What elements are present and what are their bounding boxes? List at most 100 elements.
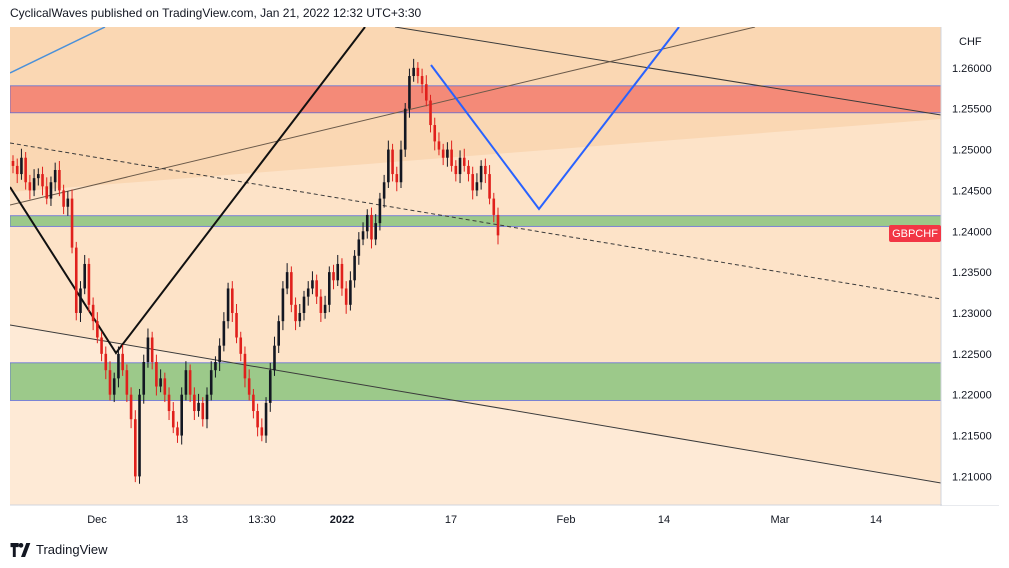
zigzag-wave bbox=[10, 27, 366, 355]
zone-support-lower[interactable] bbox=[10, 362, 942, 401]
candle bbox=[332, 264, 335, 290]
y-tick-label: 1.26000 bbox=[952, 63, 992, 75]
candle bbox=[361, 222, 365, 246]
candle bbox=[41, 166, 44, 196]
y-tick-label: 1.25500 bbox=[952, 104, 992, 116]
candle bbox=[433, 117, 437, 151]
projection-path[interactable] bbox=[430, 27, 680, 211]
candle bbox=[365, 209, 369, 239]
candle bbox=[277, 315, 280, 354]
candle bbox=[197, 393, 200, 417]
candle bbox=[100, 331, 103, 362]
blue-trend-line bbox=[10, 27, 106, 74]
publish-header: CyclicalWaves published on TradingView.c… bbox=[10, 6, 422, 20]
candle bbox=[201, 397, 205, 427]
currency-label: CHF bbox=[959, 36, 982, 48]
candle bbox=[218, 338, 221, 371]
candle bbox=[28, 174, 32, 200]
candle bbox=[222, 312, 226, 352]
candle bbox=[146, 328, 150, 368]
channel-upper-line bbox=[394, 27, 942, 116]
candle bbox=[264, 397, 268, 443]
x-axis-panel[interactable] bbox=[10, 506, 999, 535]
candle bbox=[37, 168, 40, 186]
candle bbox=[399, 140, 403, 188]
candle bbox=[171, 402, 175, 434]
candle bbox=[188, 364, 192, 403]
candle bbox=[231, 281, 234, 322]
rising-trend-line bbox=[10, 27, 756, 206]
candle bbox=[20, 148, 23, 180]
candle bbox=[121, 344, 124, 376]
y-tick-label: 1.21000 bbox=[952, 471, 992, 483]
candle bbox=[387, 140, 390, 188]
y-axis-panel[interactable] bbox=[942, 27, 999, 505]
candle bbox=[79, 281, 82, 322]
candle bbox=[163, 372, 167, 403]
candle bbox=[344, 281, 348, 314]
zone-resistance[interactable] bbox=[10, 85, 942, 114]
candle bbox=[112, 372, 116, 403]
price-chart[interactable]: CHF 1.260001.255001.250001.245001.240001… bbox=[10, 27, 999, 535]
x-tick-label: Feb bbox=[557, 514, 576, 526]
price-badge-bg bbox=[889, 225, 941, 242]
candle bbox=[15, 158, 19, 184]
candle bbox=[62, 184, 65, 215]
x-tick-label: 2022 bbox=[330, 514, 354, 526]
x-tick-label: 17 bbox=[445, 514, 457, 526]
candle bbox=[462, 148, 466, 172]
candle bbox=[281, 281, 285, 331]
candle bbox=[87, 258, 91, 313]
candle bbox=[235, 303, 238, 344]
candle bbox=[49, 176, 53, 206]
candle bbox=[416, 62, 420, 84]
candle bbox=[125, 364, 129, 403]
candle bbox=[32, 169, 36, 197]
candle bbox=[450, 140, 453, 172]
candle bbox=[496, 207, 500, 245]
y-tick-label: 1.21500 bbox=[952, 431, 992, 443]
y-tick-labels: 1.26000 1.25500 1.25000 1.24500 1.24000 1.235… bbox=[952, 63, 992, 484]
candle bbox=[492, 192, 496, 223]
candle bbox=[357, 232, 361, 265]
footer-brand: TradingView bbox=[36, 542, 108, 557]
candles-layer bbox=[11, 58, 500, 484]
x-tick-label: 14 bbox=[658, 514, 670, 526]
candle bbox=[155, 354, 158, 396]
candle bbox=[306, 281, 310, 306]
candle bbox=[479, 160, 483, 190]
x-tick-label: Dec bbox=[87, 514, 107, 526]
candle bbox=[403, 102, 407, 157]
candle bbox=[311, 271, 314, 295]
price-badge-label: GBPCHF bbox=[892, 228, 938, 240]
candle bbox=[226, 282, 230, 329]
y-tick-label: 1.25000 bbox=[952, 145, 992, 157]
candle bbox=[167, 387, 171, 421]
candle bbox=[328, 266, 331, 313]
candle bbox=[323, 295, 327, 319]
candle bbox=[391, 143, 394, 182]
candle bbox=[273, 336, 276, 376]
candle bbox=[315, 274, 318, 304]
candle bbox=[382, 174, 386, 208]
candle bbox=[420, 68, 424, 94]
candle bbox=[209, 361, 213, 401]
candle bbox=[336, 254, 340, 287]
candle bbox=[117, 346, 120, 388]
candle bbox=[298, 303, 302, 327]
candle bbox=[129, 387, 133, 429]
x-tick-label: 14 bbox=[870, 514, 882, 526]
candle bbox=[475, 173, 479, 197]
candle bbox=[239, 331, 243, 362]
candle bbox=[176, 421, 179, 443]
footer: TradingView bbox=[10, 542, 108, 557]
candle bbox=[290, 266, 293, 313]
candle bbox=[70, 189, 74, 254]
candle bbox=[53, 162, 57, 192]
candle bbox=[285, 263, 289, 295]
candle bbox=[104, 346, 108, 380]
chart-area[interactable]: CHF 1.26000 1.25500 1.25000 1.24500 1.24000 1… bbox=[10, 27, 999, 535]
candle bbox=[268, 362, 272, 412]
candle bbox=[252, 388, 255, 419]
candle bbox=[256, 403, 259, 437]
